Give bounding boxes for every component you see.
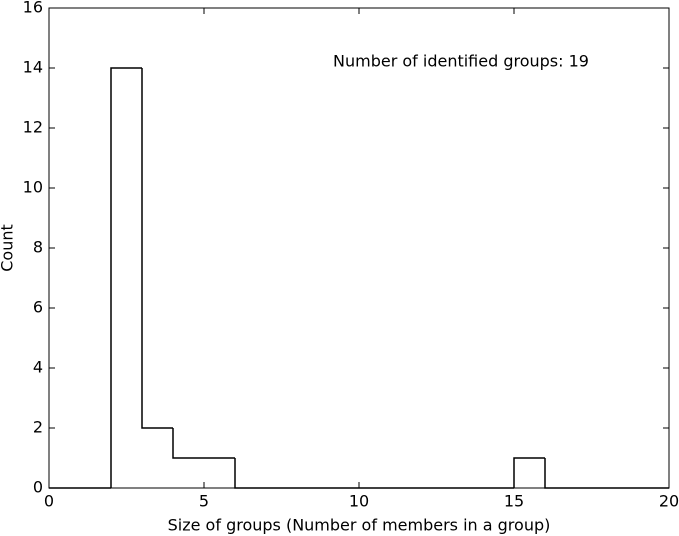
x-tick-label: 0 [44,492,54,511]
histogram-bin [513,457,545,488]
x-tick-label: 15 [504,492,524,511]
y-tick-label: 14 [23,58,43,77]
y-tick-label: 4 [33,358,43,377]
histogram-bin [110,67,142,488]
y-tick-label: 16 [23,0,43,17]
histogram-bin [234,458,266,489]
annotation: Number of identified groups: 19 [333,52,589,71]
y-tick-label: 8 [33,238,43,257]
y-tick-label: 12 [23,118,43,137]
x-tick-label: 5 [199,492,209,511]
y-tick-label: 6 [33,298,43,317]
x-axis-label: Size of groups (Number of members in a g… [168,516,551,535]
y-tick-label: 10 [23,178,43,197]
histogram-bin [172,428,204,459]
x-tick-label: 20 [659,492,679,511]
histogram-bin [141,68,173,429]
y-tick-label: 2 [33,418,43,437]
x-tick-label: 10 [349,492,369,511]
histogram-bin [544,458,576,489]
y-tick-label: 0 [33,478,43,497]
y-axis-label: Count [0,224,17,272]
